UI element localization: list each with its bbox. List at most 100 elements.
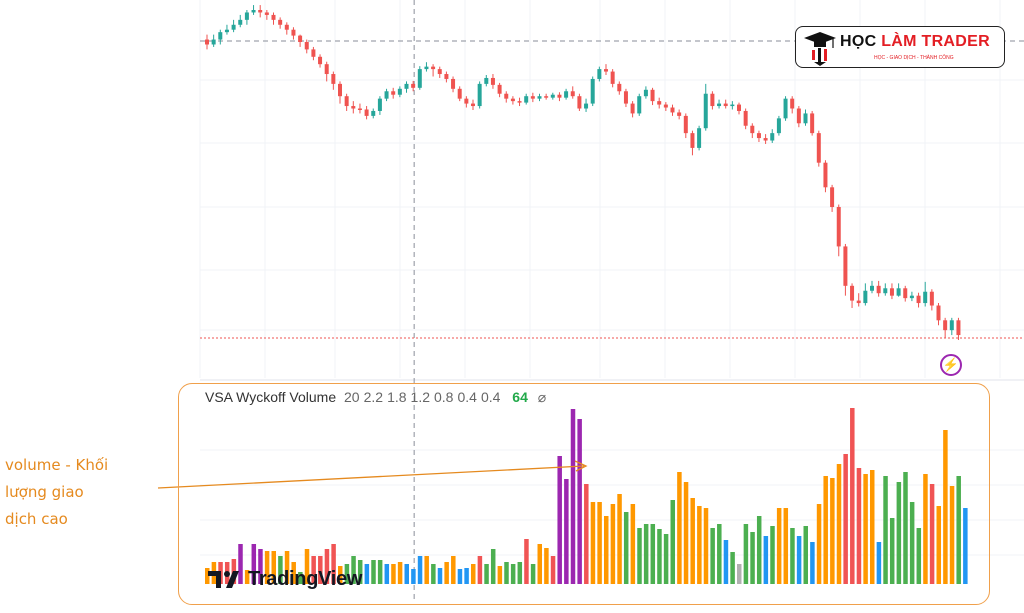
lightning-bolt-icon[interactable]: ⚡ [940, 354, 962, 376]
volume-bar-40 [471, 564, 476, 584]
volume-bar-80 [737, 564, 742, 584]
candle-body-46 [510, 98, 515, 102]
candle-body-89 [796, 108, 801, 124]
volume-bar-99 [863, 474, 868, 584]
candle-51 [544, 93, 549, 100]
volume-bar-15 [304, 549, 310, 584]
candle-53 [557, 92, 562, 102]
volume-bar-67 [650, 524, 656, 584]
volume-bar-26 [377, 560, 383, 584]
candle-body-0 [205, 39, 209, 45]
annotation-line-3: dịch cao [5, 510, 68, 528]
candle-59 [597, 66, 602, 82]
candle-0 [205, 34, 209, 50]
tradingview-text: TradingView [248, 567, 363, 590]
candle-111 [943, 317, 948, 338]
candle-17 [318, 54, 323, 68]
volume-bar-90 [803, 526, 808, 584]
candle-19 [331, 71, 336, 90]
volume-bar-38 [457, 569, 463, 584]
indicator-param-0: 20 [344, 389, 360, 405]
indicator-name[interactable]: VSA Wyckoff Volume [205, 389, 337, 405]
candle-49 [530, 92, 535, 103]
candle-body-10 [271, 14, 276, 20]
candle-87 [783, 96, 788, 121]
candle-body-28 [391, 91, 396, 95]
volume-bar-23 [357, 560, 363, 584]
volume-bar-51 [544, 548, 549, 584]
candle-102 [883, 283, 888, 296]
candle-body-100 [870, 285, 874, 291]
candle-body-35 [437, 69, 442, 75]
candle-55 [570, 86, 575, 99]
indicator-param-1: 2.2 [363, 389, 384, 405]
candle-47 [517, 97, 522, 107]
candle-86 [776, 115, 781, 136]
candle-body-111 [943, 320, 948, 331]
candle-80 [737, 102, 741, 115]
candle-body-39 [464, 98, 469, 104]
volume-bar-78 [723, 540, 729, 584]
candle-body-76 [710, 93, 715, 107]
candle-74 [697, 125, 702, 151]
volume-bar-113 [956, 476, 961, 584]
candle-body-16 [311, 49, 316, 57]
candle-98 [856, 293, 861, 307]
tradingview-watermark[interactable]: TradingView [208, 566, 362, 592]
indicator-param-3: 1.2 [410, 389, 430, 405]
volume-bar-63 [623, 512, 629, 584]
candle-24 [364, 106, 369, 120]
candle-body-63 [623, 91, 628, 104]
graduation-cap-icon [804, 32, 836, 66]
candle-109 [929, 289, 934, 311]
candle-body-96 [843, 246, 848, 286]
indicator-legend[interactable]: VSA Wyckoff Volume 20 2.2 1.8 1.2 0.8 0.4 0.4 … [205, 389, 546, 406]
volume-bar-84 [763, 536, 769, 584]
indicator-param-5: 0.4 [457, 389, 477, 405]
annotation-line-2: lượng giao [5, 483, 84, 501]
indicator-na-icon: ⌀ [537, 389, 547, 405]
candle-14 [298, 34, 303, 47]
candle-body-113 [956, 320, 961, 336]
candle-89 [796, 106, 801, 128]
candle-body-19 [331, 74, 336, 84]
candle-body-73 [690, 133, 695, 148]
volume-bar-94 [830, 478, 835, 584]
candle-body-91 [810, 113, 815, 134]
candle-body-20 [338, 83, 342, 97]
candle-31 [411, 80, 416, 92]
volume-bar-68 [657, 529, 662, 584]
indicator-param-2: 1.8 [387, 389, 407, 405]
volume-bar-76 [710, 528, 715, 584]
candle-45 [504, 91, 509, 103]
candle-16 [311, 46, 316, 61]
candle-body-40 [471, 103, 475, 107]
candle-body-86 [776, 118, 781, 134]
volume-bar-44 [497, 566, 503, 584]
candle-101 [876, 280, 881, 297]
volume-bar-52 [550, 556, 556, 584]
candle-2 [218, 29, 223, 45]
candle-body-74 [697, 128, 702, 148]
candle-30 [404, 81, 409, 93]
volume-bar-39 [464, 568, 469, 584]
volume-bar-69 [663, 534, 669, 584]
candle-104 [896, 283, 901, 297]
candle-107 [916, 292, 921, 308]
candle-body-106 [909, 295, 914, 299]
volume-bar-53 [557, 456, 562, 584]
candle-body-18 [324, 64, 329, 75]
candle-75 [703, 83, 708, 131]
volume-bar-91 [810, 542, 815, 584]
candle-100 [870, 280, 874, 294]
volume-bar-5 [238, 544, 243, 584]
volume-bar-57 [584, 484, 589, 584]
candle-body-6 [244, 12, 249, 20]
candle-25 [371, 108, 376, 119]
candle-body-45 [504, 93, 509, 99]
candle-70 [670, 104, 675, 116]
candle-92 [816, 130, 821, 167]
volume-bar-47 [517, 562, 523, 584]
candle-88 [790, 96, 795, 114]
